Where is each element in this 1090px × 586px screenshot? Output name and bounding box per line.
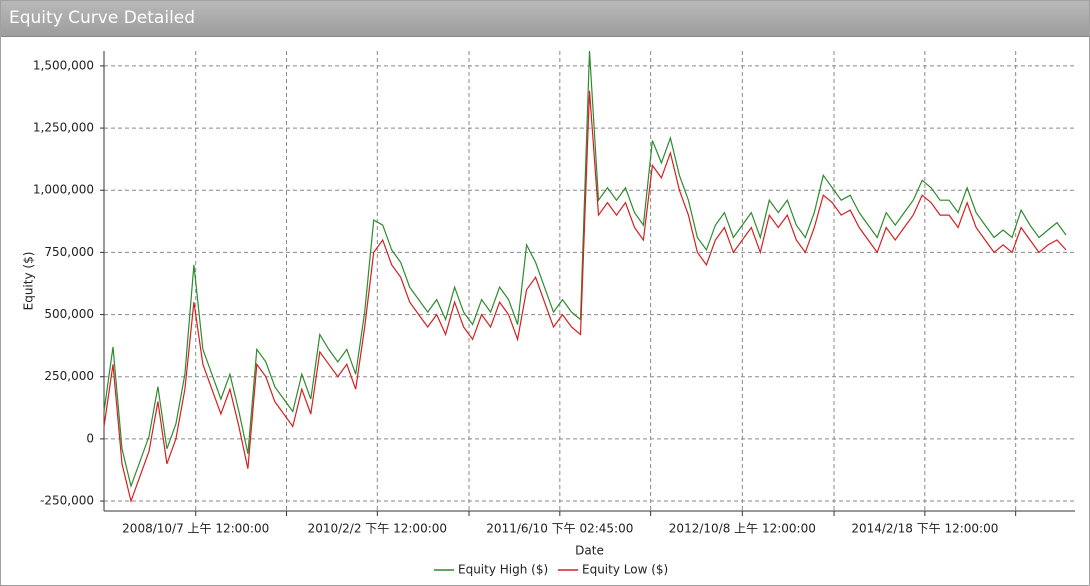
y-tick-label: 500,000 (44, 307, 94, 321)
y-axis-label: Equity ($) (22, 252, 36, 311)
chart: -250,000 0 250,000 500,000 750,000 1,000,000 1… (22, 50, 1075, 577)
y-tick-label: 1,000,000 (33, 183, 94, 197)
x-tick-label: 2010/2/2 下午 12:00:00 (308, 522, 447, 536)
x-axis-label: Date (575, 544, 604, 558)
y-tick-label: 750,000 (44, 245, 94, 259)
legend-label: Equity High ($) (458, 563, 548, 577)
x-tick-label: 2014/2/18 下午 12:00:00 (851, 522, 998, 536)
y-tick-label: 0 (86, 431, 94, 445)
y-tick-label: 250,000 (44, 369, 94, 383)
x-tick-label: 2012/10/8 上午 12:00:00 (669, 522, 816, 536)
chart-title: Equity Curve Detailed (1, 1, 1089, 37)
x-tick-label: 2008/10/7 上午 12:00:00 (122, 522, 269, 536)
legend-label: Equity Low ($) (582, 563, 668, 577)
series-line (103, 90, 1067, 504)
y-tick-label: 1,500,000 (33, 58, 94, 72)
series-line (103, 50, 1067, 489)
y-tick-label: -250,000 (40, 494, 94, 508)
y-tick-label: 1,250,000 (33, 121, 94, 135)
x-tick-label: 2011/6/10 下午 02:45:00 (486, 522, 633, 536)
